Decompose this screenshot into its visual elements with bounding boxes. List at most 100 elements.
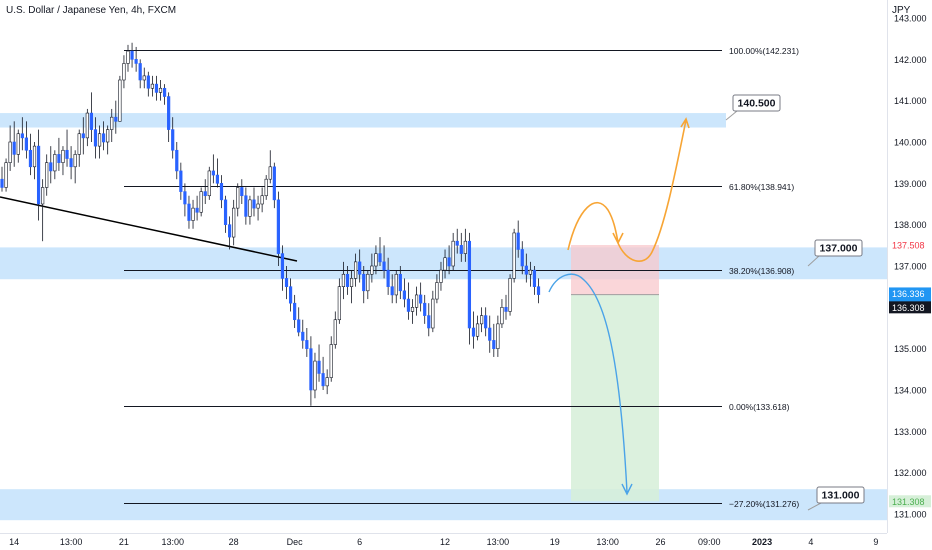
callout-box: [732, 94, 781, 112]
open-price-tag-bg: [889, 301, 931, 314]
candle-body: [215, 174, 220, 184]
candle-body: [130, 50, 134, 60]
candle-body: [199, 191, 203, 213]
target-price-tag: 131.308: [892, 497, 925, 507]
candle-body: [402, 290, 406, 300]
candle-body: [451, 240, 455, 267]
candle-body: [8, 141, 12, 163]
candle-body: [183, 191, 187, 205]
candle-body: [97, 133, 102, 147]
candle-body: [187, 203, 191, 221]
price-tick-label: 132.000: [894, 468, 927, 478]
time-tick-label: 13:00: [596, 537, 619, 547]
time-tick-label: 13:00: [60, 537, 83, 547]
candle-body: [358, 261, 362, 275]
take-profit-zone: [571, 294, 659, 502]
candle-body: [280, 253, 285, 279]
fib-level-label: 100.00%(142.231): [729, 46, 799, 56]
candle-body: [248, 199, 252, 217]
candlestick-series: [0, 42, 541, 406]
candle-body: [81, 133, 85, 139]
candle-body: [20, 133, 24, 139]
candle-body: [459, 245, 463, 254]
candle-body: [134, 59, 138, 64]
callout-label: 137.000: [820, 243, 858, 255]
time-tick-label: 13:00: [161, 537, 184, 547]
candle-body: [73, 154, 77, 168]
candle-body: [122, 63, 126, 81]
candle-body: [36, 145, 41, 205]
candle-body: [69, 158, 73, 168]
callout-box: [814, 239, 863, 257]
candle-body: [439, 269, 443, 283]
candle-body: [276, 199, 280, 254]
short-position-tool[interactable]: [571, 245, 659, 502]
candle-body: [65, 149, 69, 159]
callout-label: 131.000: [822, 490, 860, 502]
candle-body: [398, 273, 402, 292]
candle-body: [114, 116, 118, 122]
candle-body: [410, 307, 415, 312]
candle-body: [345, 273, 350, 287]
candle-body: [447, 257, 451, 267]
candle-body: [223, 199, 228, 225]
price-tick-label: 134.000: [894, 386, 927, 396]
price-axis[interactable]: 143.000 142.000 141.000 140.000 139.000 138.0…: [887, 0, 932, 533]
candle-body: [435, 282, 439, 300]
time-tick-label: 14: [9, 537, 19, 547]
candle-body: [325, 377, 329, 387]
candle-body: [252, 199, 256, 209]
fib-level-label: 38.20%(136.908): [729, 266, 794, 276]
candle-body: [57, 154, 61, 163]
candle-body: [284, 278, 289, 287]
time-tick-label: 4: [808, 537, 813, 547]
open-price-tag: 136.308: [892, 303, 925, 313]
candle-body: [106, 129, 110, 143]
candle-body: [536, 286, 541, 295]
fib-level-label: −27.20%(131.276): [729, 499, 799, 509]
candle-body: [171, 129, 175, 151]
candle-body: [427, 315, 431, 329]
time-axis[interactable]: 14 13:00 21 13:00 28 Dec 6 12 13:00 19 13:00 26 09:0…: [0, 533, 887, 548]
candle-body: [89, 112, 94, 130]
candle-body: [268, 166, 272, 180]
price-tick-label: 131.000: [894, 510, 927, 520]
stop-price-tag-bg: [889, 239, 931, 252]
candle-body: [175, 149, 179, 172]
time-tick-label: 6: [357, 537, 362, 547]
candle-body: [305, 340, 309, 349]
candle-body: [4, 162, 8, 188]
candle-body: [520, 249, 524, 267]
candle-body: [390, 286, 394, 296]
stop-price-tag: 137.508: [892, 241, 925, 251]
fibonacci-retracement[interactable]: 100.00%(142.231) 61.80%(138.941) 38.20%(13…: [124, 46, 799, 509]
candle-body: [423, 302, 427, 316]
candle-body: [118, 79, 122, 122]
candle-body: [354, 261, 358, 279]
candle-body: [524, 265, 528, 275]
orange-arrow-breakout: [617, 117, 690, 262]
candle-body: [53, 154, 57, 172]
candle-body: [512, 232, 516, 279]
candle-body: [341, 273, 346, 287]
candle-body: [77, 133, 81, 155]
descending-trendline: [0, 196, 298, 262]
stop-loss-zone: [571, 245, 659, 295]
candle-body: [508, 278, 512, 312]
candle-body: [528, 269, 532, 275]
price-tick-label: 140.000: [894, 138, 927, 148]
time-tick-label: 19: [550, 537, 560, 547]
candle-body: [16, 133, 20, 155]
candle-body: [203, 191, 207, 197]
candle-body: [471, 327, 476, 337]
candle-body: [207, 170, 211, 197]
candle-body: [12, 141, 16, 155]
callout-box: [816, 486, 865, 504]
candle-body: [102, 133, 106, 143]
candle-body: [28, 149, 33, 168]
trendline[interactable]: [0, 196, 298, 262]
zone-labels: 140.500 137.000 131.000: [725, 94, 865, 511]
candle-body: [516, 232, 520, 250]
candle-body: [228, 224, 232, 238]
